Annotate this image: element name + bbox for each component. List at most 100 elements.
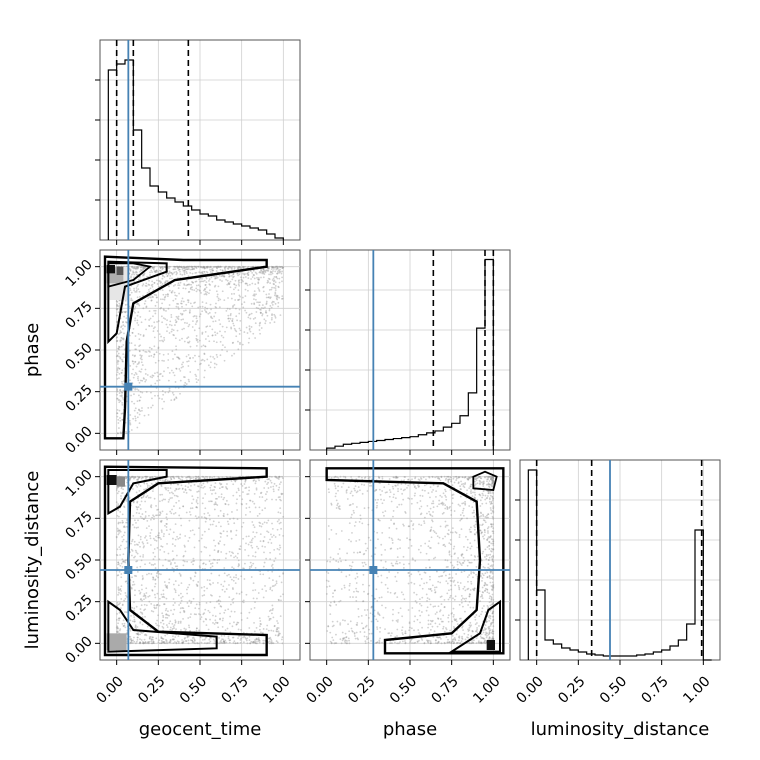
sample-point — [193, 315, 196, 317]
sample-point — [491, 559, 494, 562]
sample-point — [190, 265, 193, 268]
sample-point — [490, 484, 493, 487]
sample-point — [262, 268, 265, 271]
sample-point — [169, 620, 172, 623]
sample-point — [467, 477, 470, 480]
sample-point — [408, 562, 411, 565]
sample-point — [428, 598, 431, 601]
sample-point — [280, 265, 283, 268]
sample-point — [485, 497, 488, 500]
sample-point — [201, 333, 204, 335]
sample-point — [121, 311, 124, 314]
sample-point — [226, 513, 229, 516]
sample-point — [218, 637, 220, 639]
sample-point — [170, 491, 173, 494]
sample-point — [269, 270, 272, 273]
sample-point — [187, 540, 190, 542]
sample-point — [396, 562, 399, 565]
sample-point — [388, 642, 391, 645]
sample-point — [278, 486, 281, 489]
sample-point — [460, 480, 462, 483]
sample-point — [369, 482, 371, 485]
sample-point — [204, 287, 206, 290]
sample-point — [257, 637, 260, 639]
sample-point — [259, 311, 262, 314]
sample-point — [491, 479, 494, 481]
sample-point — [224, 346, 226, 349]
sample-point — [240, 503, 243, 505]
sample-point — [227, 608, 230, 611]
sample-point — [250, 608, 253, 610]
sample-point — [154, 596, 157, 599]
sample-point — [466, 564, 469, 567]
sample-point — [436, 535, 439, 538]
sample-point — [145, 634, 148, 637]
sample-point — [335, 492, 337, 495]
sample-point — [491, 479, 494, 481]
sample-point — [391, 619, 394, 622]
sample-point — [265, 521, 268, 524]
sample-point — [279, 498, 281, 501]
sample-point — [275, 580, 278, 583]
sample-point — [492, 586, 495, 589]
sample-point — [211, 269, 214, 272]
sample-point — [203, 594, 206, 596]
sample-point — [271, 272, 274, 275]
sample-point — [166, 326, 169, 329]
sample-point — [400, 591, 403, 594]
sample-point — [485, 483, 488, 486]
sample-point — [329, 631, 332, 634]
sample-point — [175, 475, 178, 478]
sample-point — [355, 582, 358, 584]
sample-point — [453, 476, 455, 478]
sample-point — [414, 559, 417, 562]
sample-point — [193, 268, 195, 271]
sample-point — [278, 599, 280, 602]
sample-point — [217, 550, 220, 553]
sample-point — [139, 592, 141, 595]
sample-point — [467, 587, 470, 590]
sample-point — [451, 612, 453, 614]
sample-point — [141, 575, 144, 577]
sample-point — [161, 298, 164, 301]
sample-point — [434, 586, 436, 589]
sample-point — [131, 331, 134, 334]
sample-point — [137, 526, 140, 529]
sample-point — [208, 292, 210, 295]
sample-point — [413, 494, 416, 497]
sample-point — [267, 266, 270, 269]
sample-point — [279, 512, 282, 514]
sample-point — [133, 574, 136, 577]
sample-point — [188, 536, 191, 539]
sample-point — [202, 562, 205, 565]
sample-point — [486, 571, 489, 574]
sample-point — [242, 636, 244, 639]
sample-point — [243, 578, 246, 580]
sample-point — [280, 499, 282, 502]
sample-point — [150, 269, 153, 272]
sample-point — [136, 479, 139, 481]
sample-point — [223, 640, 226, 643]
sample-point — [265, 296, 268, 299]
sample-point — [262, 596, 265, 599]
sample-point — [273, 585, 275, 587]
sample-point — [461, 553, 464, 556]
sample-point — [492, 619, 495, 621]
sample-point — [212, 621, 214, 624]
sample-point — [277, 598, 280, 601]
sample-point — [144, 284, 147, 287]
sample-point — [275, 630, 278, 633]
sample-point — [237, 280, 240, 282]
sample-point — [266, 483, 268, 486]
sample-point — [237, 578, 240, 580]
sample-point — [469, 589, 472, 591]
sample-point — [135, 560, 138, 563]
sample-point — [215, 503, 218, 506]
sample-point — [169, 639, 172, 641]
sample-point — [185, 476, 188, 479]
sample-point — [122, 488, 125, 491]
sample-point — [408, 497, 411, 500]
sample-point — [221, 269, 224, 272]
sample-point — [117, 530, 119, 533]
sample-point — [228, 584, 230, 586]
